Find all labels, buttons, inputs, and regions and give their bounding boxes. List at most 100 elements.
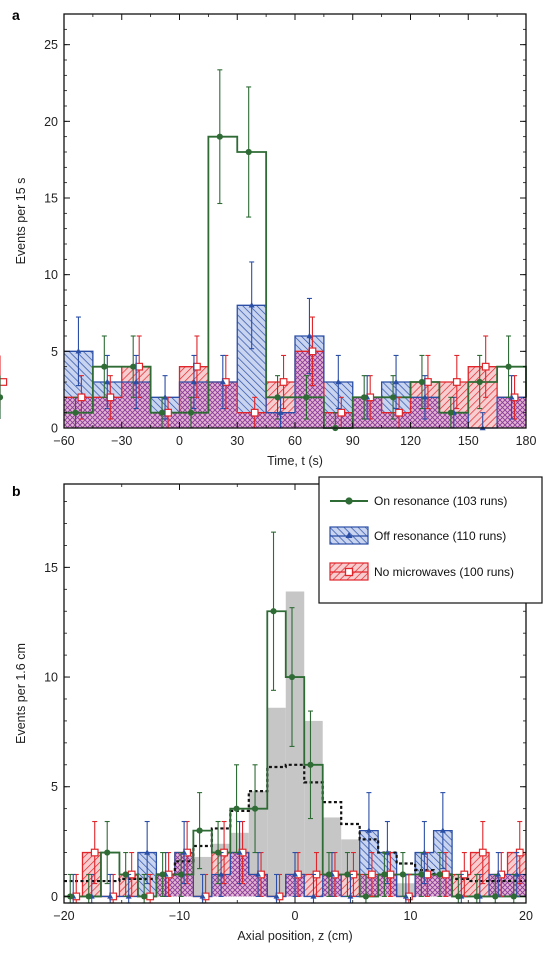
y-tick-label: 25: [44, 38, 58, 52]
on-resonance-point: [492, 893, 499, 900]
no-microwaves-point: [77, 393, 86, 402]
x-tick-label: 0: [292, 909, 299, 923]
x-tick-label: 180: [516, 434, 537, 448]
on-resonance-point: [307, 761, 314, 768]
no-microwaves-point: [386, 870, 395, 879]
on-resonance-point: [344, 871, 351, 878]
off-resonance-point: [421, 849, 428, 855]
overlap-hatch-bar: [150, 412, 180, 428]
no-microwaves-point: [146, 892, 155, 901]
y-tick-label: 0: [51, 890, 58, 904]
on-resonance-point: [325, 871, 333, 878]
off-resonance-point: [162, 394, 169, 400]
on-resonance-point: [245, 148, 252, 156]
no-microwaves-point: [478, 848, 487, 857]
on-resonance-point: [101, 363, 108, 370]
on-resonance-point: [122, 871, 129, 878]
on-resonance-point: [447, 409, 454, 416]
x-tick-label: 10: [404, 909, 418, 923]
on-resonance-point: [418, 871, 425, 878]
y-axis-label: Events per 15 s: [14, 178, 28, 265]
off-resonance-point: [236, 849, 243, 855]
on-resonance-point: [361, 394, 368, 401]
y-tick-label: 20: [44, 115, 58, 129]
legend-off-label: Off resonance (110 runs): [374, 529, 506, 543]
x-tick-label: −10: [169, 909, 190, 923]
off-resonance-point: [421, 394, 428, 400]
no-microwaves-point: [250, 408, 259, 417]
off-resonance-point: [133, 378, 140, 385]
on-resonance-point: [0, 394, 4, 401]
legend: On resonance (103 runs) Off resonance (1…: [318, 476, 543, 604]
on-resonance-point: [141, 893, 148, 900]
y-tick-label: 10: [44, 268, 58, 282]
off-resonance-point: [181, 849, 188, 855]
off-resonance-point: [218, 871, 225, 877]
on-resonance-point: [196, 827, 203, 834]
x-tick-label: −30: [111, 434, 132, 448]
no-microwaves-point: [0, 378, 8, 386]
off-resonance-point: [255, 871, 262, 877]
on-resonance-point: [476, 378, 483, 386]
on-resonance-point: [104, 849, 111, 856]
on-resonance-point: [67, 893, 74, 900]
no-microwaves-point: [164, 408, 172, 417]
on-resonance-point: [418, 378, 426, 386]
off-resonance-point: [495, 871, 502, 877]
y-tick-label: 10: [44, 671, 58, 685]
no-microwaves-point: [452, 378, 461, 386]
off-resonance-point: [384, 849, 391, 855]
off-resonance-point: [199, 893, 206, 899]
on-resonance-point: [158, 409, 166, 416]
off-resonance-point: [107, 893, 114, 899]
no-microwaves-point: [193, 362, 201, 371]
x-axis-label: Time, t (s): [267, 454, 323, 468]
overlap-hatch-bar: [415, 874, 434, 897]
on-resonance-point: [399, 871, 406, 878]
overlap-hatch-bar: [381, 412, 411, 428]
x-tick-label: 20: [519, 909, 533, 923]
off-resonance-point: [513, 871, 520, 877]
on-resonance-point: [85, 893, 92, 900]
off-resonance-point: [335, 378, 342, 385]
off-resonance-point: [104, 378, 111, 385]
off-resonance-point: [125, 893, 132, 899]
x-axis-label: Axial position, z (cm): [237, 929, 352, 943]
background-bar: [304, 720, 323, 897]
on-resonance-point: [130, 363, 137, 370]
on-resonance-point: [505, 363, 512, 370]
no-microwaves-point: [395, 408, 403, 417]
on-resonance-point: [436, 871, 443, 878]
x-tick-label: 150: [458, 434, 479, 448]
y-tick-label: 0: [51, 422, 58, 436]
no-microwaves-point: [481, 362, 490, 371]
no-microwaves-point: [106, 393, 115, 402]
background-bar: [267, 707, 286, 897]
off-resonance-point: [306, 332, 313, 339]
on-resonance-point: [381, 871, 388, 878]
on-resonance-point: [455, 893, 462, 900]
off-resonance-point: [365, 827, 372, 833]
no-microwaves-point: [308, 347, 317, 356]
off-resonance-point: [439, 827, 446, 833]
x-tick-label: 0: [176, 434, 183, 448]
no-microwaves-point: [90, 848, 99, 857]
y-tick-label: 15: [44, 561, 58, 575]
on-resonance-point: [214, 849, 222, 856]
legend-on-marker: [345, 497, 353, 505]
off-resonance-point: [402, 893, 409, 899]
x-tick-label: 120: [400, 434, 421, 448]
no-microwaves-point: [337, 408, 346, 417]
y-tick-label: 5: [51, 345, 58, 359]
legend-on-label: On resonance (103 runs): [374, 494, 507, 508]
off-resonance-point: [292, 871, 298, 877]
on-resonance-point: [233, 805, 240, 812]
on-resonance-point: [288, 673, 296, 681]
legend-entry-on: On resonance (103 runs): [330, 494, 507, 508]
y-tick-label: 5: [51, 780, 58, 794]
no-microwaves-point: [441, 870, 450, 879]
background-bar: [248, 791, 268, 897]
overlap-hatch-bar: [359, 874, 379, 897]
legend-entry-off: Off resonance (110 runs): [329, 526, 506, 545]
on-resonance-point: [159, 871, 166, 878]
